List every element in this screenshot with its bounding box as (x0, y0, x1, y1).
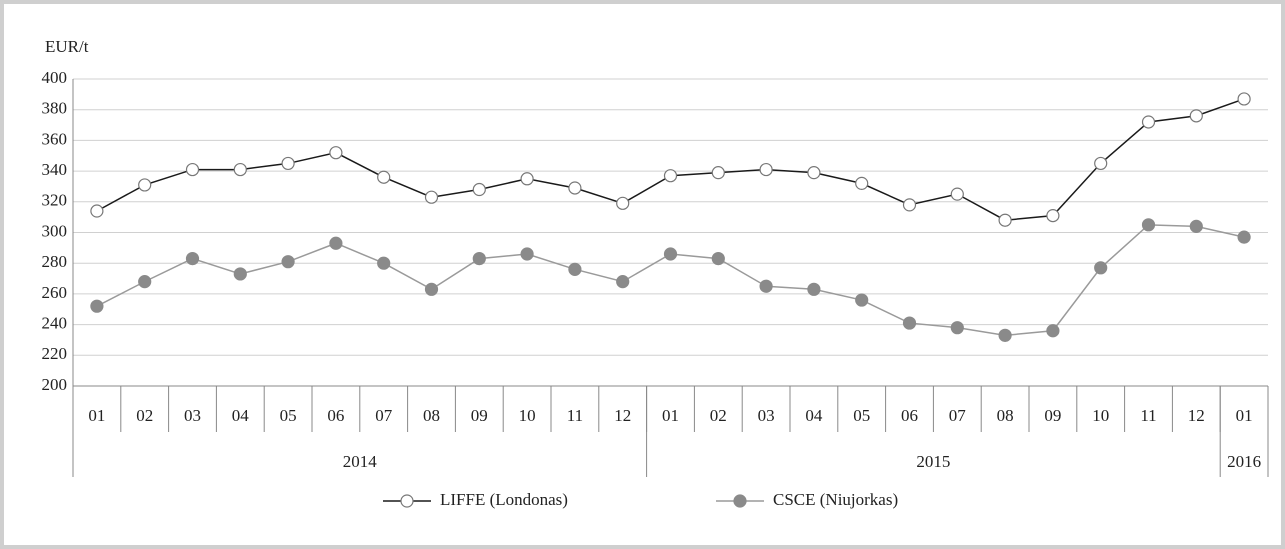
data-point (329, 146, 343, 160)
data-point (855, 176, 869, 190)
group-label: 2016 (1227, 452, 1261, 471)
data-point (1094, 261, 1108, 275)
y-tick-label: 360 (42, 129, 68, 148)
x-tick-label: 10 (1092, 406, 1109, 425)
data-point (377, 256, 391, 270)
y-tick-label: 220 (42, 344, 68, 363)
data-point (1189, 219, 1203, 233)
x-tick-label: 12 (614, 406, 631, 425)
data-point (138, 178, 152, 192)
data-point (950, 321, 964, 335)
x-tick-label: 05 (280, 406, 297, 425)
y-tick-label: 380 (42, 99, 68, 118)
data-point (1237, 92, 1251, 106)
data-point (281, 156, 295, 171)
x-tick-label: 07 (375, 406, 393, 425)
x-tick-label: 03 (184, 406, 201, 425)
data-point (138, 275, 152, 289)
data-point (1046, 209, 1060, 223)
x-tick-label: 09 (471, 406, 488, 425)
data-point (520, 247, 534, 261)
data-point (1189, 109, 1203, 123)
x-tick-label: 03 (758, 406, 775, 425)
data-point (329, 236, 343, 250)
data-point (616, 275, 630, 289)
x-tick-label: 04 (232, 406, 250, 425)
data-point (902, 198, 917, 212)
data-point (1094, 156, 1108, 171)
x-tick-label: 11 (1140, 406, 1156, 425)
x-tick-label: 07 (949, 406, 967, 425)
y-axis-label: EUR/t (45, 37, 89, 56)
data-point (568, 262, 582, 276)
y-tick-label: 400 (42, 68, 68, 87)
x-tick-label: 04 (805, 406, 823, 425)
x-tick-label: 02 (710, 406, 727, 425)
legend-marker (733, 494, 747, 508)
data-point (663, 247, 678, 261)
data-point (377, 170, 391, 184)
x-tick-label: 12 (1188, 406, 1205, 425)
y-tick-label: 240 (42, 314, 68, 333)
data-point (90, 204, 104, 218)
x-tick-label: 02 (136, 406, 153, 425)
legend-label: LIFFE (Londonas) (440, 490, 568, 509)
x-tick-label: 06 (327, 406, 344, 425)
data-point (424, 190, 439, 204)
data-point (472, 182, 486, 197)
data-point (807, 282, 821, 296)
data-point (90, 299, 104, 313)
data-point (998, 328, 1012, 342)
y-tick-label: 300 (42, 221, 68, 240)
data-point (711, 166, 725, 180)
x-tick-label: 05 (853, 406, 870, 425)
data-point (568, 181, 582, 195)
data-point (663, 169, 678, 183)
data-point (424, 282, 439, 296)
data-point (711, 251, 725, 266)
data-point (520, 172, 534, 186)
data-point (1046, 324, 1060, 338)
group-label: 2014 (343, 452, 378, 471)
x-tick-label: 06 (901, 406, 918, 425)
x-tick-label: 08 (423, 406, 440, 425)
data-point (281, 255, 295, 269)
data-point (233, 162, 247, 177)
group-label: 2015 (916, 452, 950, 471)
series-line (96, 224, 1245, 337)
x-tick-label: 01 (662, 406, 679, 425)
x-tick-label: 08 (997, 406, 1014, 425)
y-tick-label: 340 (42, 160, 68, 179)
data-point (950, 187, 964, 201)
data-point (233, 267, 247, 281)
data-point (1141, 218, 1156, 232)
data-point (998, 213, 1012, 227)
data-point (1141, 115, 1156, 129)
data-point (759, 279, 773, 293)
x-tick-label: 10 (519, 406, 536, 425)
x-tick-label: 01 (88, 406, 105, 425)
data-point (902, 316, 917, 330)
data-point (807, 166, 821, 180)
data-point (185, 162, 200, 177)
y-tick-label: 320 (42, 191, 68, 210)
data-point (185, 251, 200, 266)
data-point (472, 251, 486, 266)
x-tick-label: 09 (1044, 406, 1061, 425)
data-point (616, 196, 630, 210)
data-point (855, 293, 869, 307)
y-tick-label: 200 (42, 375, 68, 394)
y-tick-label: 280 (42, 252, 68, 271)
data-point (1237, 230, 1251, 244)
x-tick-label: 11 (567, 406, 583, 425)
y-tick-label: 260 (42, 283, 68, 302)
legend-marker (400, 494, 414, 508)
legend-label: CSCE (Niujorkas) (773, 490, 898, 509)
data-point (759, 162, 773, 177)
x-tick-label: 01 (1236, 406, 1253, 425)
